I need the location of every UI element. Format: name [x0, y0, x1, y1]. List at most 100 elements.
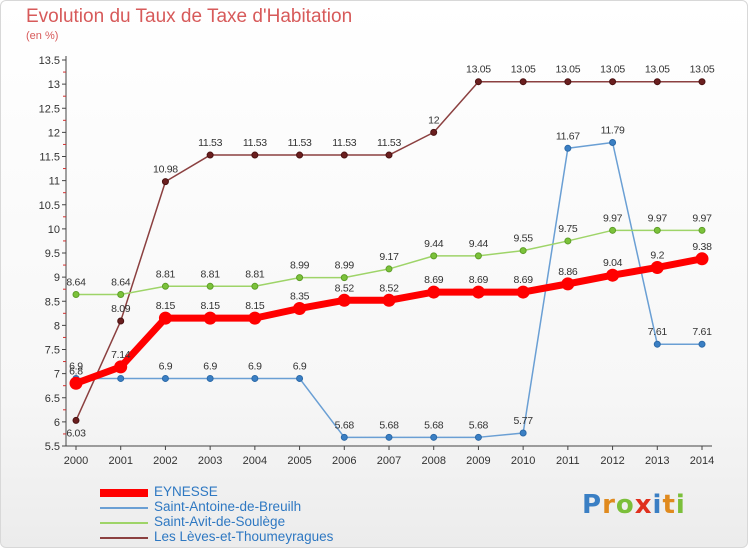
y-tick-label: 10 — [48, 224, 60, 236]
data-label: 5.68 — [424, 419, 444, 431]
data-label: 8.35 — [290, 290, 310, 302]
data-point — [650, 260, 664, 274]
y-tick-label: 10.5 — [39, 200, 60, 212]
data-point — [340, 433, 348, 441]
y-tick-label: 6.5 — [45, 393, 60, 405]
data-label: 5.77 — [514, 415, 534, 427]
y-tick-label: 11.5 — [39, 152, 60, 164]
data-point — [516, 285, 530, 299]
data-point — [698, 78, 706, 86]
data-point — [474, 433, 482, 441]
logo-letter: t — [662, 490, 676, 520]
logo-letter: x — [634, 490, 653, 520]
data-point — [698, 226, 706, 234]
data-label: 6.03 — [66, 427, 86, 439]
data-label: 13.05 — [466, 64, 491, 76]
y-tick-label: 5.5 — [45, 441, 60, 453]
data-point — [564, 144, 572, 152]
legend-swatch — [100, 537, 148, 539]
data-point — [430, 128, 438, 136]
data-label: 13.05 — [600, 64, 625, 76]
data-label: 9.55 — [514, 233, 534, 245]
data-point — [296, 151, 304, 159]
data-point — [698, 340, 706, 348]
y-tick-label: 12 — [48, 127, 60, 139]
data-label: 11.53 — [243, 137, 267, 149]
data-label: 10.98 — [153, 164, 178, 176]
x-tick-label: 2000 — [64, 455, 88, 467]
data-point — [203, 311, 217, 325]
x-tick-label: 2008 — [421, 455, 445, 467]
data-point — [427, 285, 441, 299]
data-point — [161, 282, 169, 290]
data-label: 8.81 — [156, 268, 176, 280]
y-tick-label: 9.5 — [45, 248, 60, 260]
x-tick-label: 2013 — [645, 455, 669, 467]
x-tick-label: 2012 — [600, 455, 624, 467]
data-point — [519, 247, 527, 255]
y-tick-label: 6 — [54, 417, 60, 429]
data-label: 8.52 — [335, 282, 355, 294]
y-tick-label: 7 — [54, 369, 60, 381]
data-point — [474, 252, 482, 260]
data-label: 8.15 — [201, 300, 221, 312]
data-point — [117, 374, 125, 382]
legend-swatch — [100, 507, 148, 509]
data-label: 8.09 — [111, 303, 131, 315]
data-point — [561, 277, 575, 291]
x-tick-label: 2005 — [287, 455, 311, 467]
y-tick-label: 12.5 — [39, 103, 60, 115]
data-label: 8.52 — [379, 282, 399, 294]
data-point — [385, 433, 393, 441]
data-label: 6.9 — [293, 360, 307, 372]
data-label: 8.15 — [156, 300, 176, 312]
data-point — [293, 301, 307, 315]
legend-label: EYNESSE — [154, 484, 218, 499]
data-point — [474, 78, 482, 86]
data-label: 11.53 — [288, 137, 312, 149]
data-label: 5.68 — [469, 419, 489, 431]
y-tick-label: 13.5 — [39, 55, 60, 67]
data-label: 7.14 — [111, 349, 131, 361]
data-label: 9.04 — [603, 257, 623, 269]
proxiti-logo: Proxiti — [582, 490, 686, 520]
data-label: 9.2 — [650, 249, 664, 261]
data-label: 8.81 — [201, 268, 221, 280]
data-point — [609, 139, 617, 147]
data-point — [206, 151, 214, 159]
data-point — [296, 374, 304, 382]
data-point — [69, 376, 83, 390]
data-label: 13.05 — [555, 64, 580, 76]
data-point — [72, 290, 80, 298]
data-label: 9.75 — [558, 223, 578, 235]
data-point — [385, 151, 393, 159]
data-label: 7.61 — [648, 326, 668, 338]
data-point — [471, 285, 485, 299]
data-label: 9.97 — [692, 212, 712, 224]
data-label: 8.64 — [66, 276, 86, 288]
data-label: 9.38 — [692, 241, 712, 253]
data-point — [564, 78, 572, 86]
y-tick-label: 11 — [49, 176, 60, 188]
y-tick-label: 9 — [54, 272, 60, 284]
data-label: 9.97 — [603, 212, 623, 224]
data-label: 8.64 — [111, 276, 131, 288]
y-tick-label: 13 — [48, 79, 60, 91]
data-label: 8.69 — [514, 274, 534, 286]
legend-swatch — [100, 489, 148, 497]
data-label: 6.9 — [203, 360, 217, 372]
data-point — [340, 274, 348, 282]
data-point — [519, 78, 527, 86]
data-point — [158, 311, 172, 325]
x-tick-label: 2003 — [198, 455, 222, 467]
data-label: 5.68 — [335, 419, 355, 431]
data-label: 6.9 — [248, 360, 262, 372]
data-point — [337, 293, 351, 307]
data-point — [653, 226, 661, 234]
legend-label: Les Lèves-et-Thoumeyragues — [154, 529, 334, 544]
data-label: 9.97 — [648, 212, 668, 224]
data-point — [296, 274, 304, 282]
y-tick-label: 8 — [54, 320, 60, 332]
data-label: 11.53 — [198, 137, 222, 149]
x-tick-label: 2014 — [690, 455, 714, 467]
